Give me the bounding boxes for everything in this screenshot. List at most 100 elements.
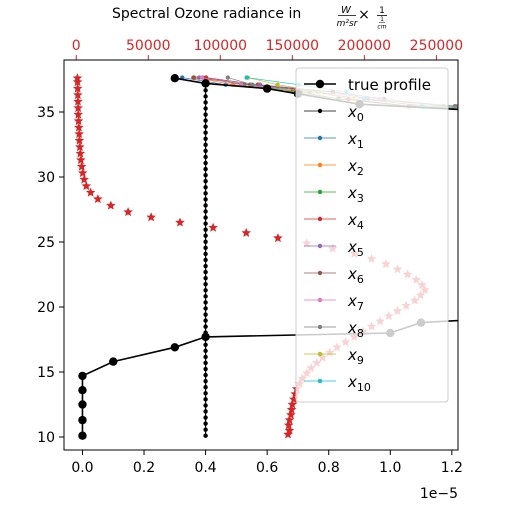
x0-point xyxy=(203,112,208,117)
top-axis: 0 50000 100000 150000 200000 250000 xyxy=(72,38,463,60)
iterate-point xyxy=(275,82,280,87)
title-unit-denominator: m²sr xyxy=(337,19,359,29)
true-profile-point xyxy=(201,79,210,88)
legend-label: x10 xyxy=(347,373,371,394)
legend-label: x7 xyxy=(347,292,364,313)
true-profile-point xyxy=(78,371,87,381)
iterate-point xyxy=(199,75,205,80)
legend: true profile x0 x1 x2 x3 x4 x5 x6 x7 x8 x9 x10 xyxy=(295,67,449,403)
x0-point xyxy=(203,179,208,184)
x0-point xyxy=(203,397,208,402)
x0-point xyxy=(203,300,208,305)
x-offset-label: 1e−5 xyxy=(420,486,458,502)
x0-point xyxy=(203,142,208,148)
x-tick-label: 1.0 xyxy=(379,460,401,476)
title-times: × xyxy=(358,7,370,23)
star-point xyxy=(74,122,84,132)
legend-label: x5 xyxy=(347,238,364,259)
x0-point xyxy=(203,360,208,366)
x0-point xyxy=(203,130,208,135)
legend-marker xyxy=(317,216,323,222)
title-frac-inner-den: cm xyxy=(377,24,386,31)
x0-point xyxy=(203,221,208,226)
x0-point xyxy=(203,203,208,208)
legend-marker xyxy=(317,189,323,195)
star-point xyxy=(85,187,96,197)
true-profile-point xyxy=(109,357,118,366)
title-prefix: Spectral Ozone radiance in xyxy=(112,6,301,22)
x0-point xyxy=(203,354,208,360)
legend-box xyxy=(295,67,449,403)
legend-marker xyxy=(317,135,323,141)
iterate-point xyxy=(191,75,196,80)
x0-point xyxy=(203,269,208,275)
top-tick-label: 250000 xyxy=(410,38,463,54)
legend-marker xyxy=(317,108,323,114)
star-point xyxy=(73,116,84,126)
true-profile-point xyxy=(170,343,180,352)
x0-point xyxy=(203,403,208,408)
x0-point xyxy=(203,106,208,111)
y-tick-label: 30 xyxy=(37,170,55,186)
x0-point xyxy=(203,433,208,438)
x0-point xyxy=(203,172,208,178)
x0-point xyxy=(203,427,208,432)
x0-point xyxy=(203,306,208,311)
star-point xyxy=(73,103,83,113)
legend-marker xyxy=(317,297,323,303)
x-tick-label: 0.6 xyxy=(256,460,278,476)
title-frac-inner-num: 1 xyxy=(380,16,384,23)
x0-point xyxy=(203,263,208,269)
iterate-point xyxy=(244,75,249,80)
y-tick-label: 35 xyxy=(37,105,55,121)
top-tick-label: 100000 xyxy=(194,38,247,54)
x0-point xyxy=(203,294,208,299)
x-tick-label: 0.0 xyxy=(71,460,93,476)
star-point xyxy=(72,83,83,93)
x0-point xyxy=(203,118,208,123)
iterate-point xyxy=(225,75,231,80)
x0-point xyxy=(203,233,208,238)
legend-label: x1 xyxy=(347,130,364,151)
x0-point xyxy=(203,391,208,396)
star-point xyxy=(146,212,156,222)
x0-point xyxy=(203,385,208,390)
star-point xyxy=(74,129,84,139)
x-tick-label: 1.2 xyxy=(441,460,463,476)
true-profile-point xyxy=(201,332,210,342)
x0-point xyxy=(203,191,208,196)
legend-label: x8 xyxy=(347,319,364,340)
true-profile-point xyxy=(78,415,87,425)
star-point xyxy=(286,409,296,419)
legend-label: x2 xyxy=(347,157,364,178)
y-tick-label: 10 xyxy=(37,430,55,446)
star-point xyxy=(286,404,297,414)
x0-point xyxy=(203,348,208,354)
x0-point xyxy=(203,215,208,220)
star-point xyxy=(73,90,83,100)
x0-point xyxy=(203,154,208,160)
legend-label: x4 xyxy=(347,211,364,232)
legend-label: x3 xyxy=(347,184,364,205)
x0-point xyxy=(203,282,208,287)
x0-point xyxy=(203,275,208,281)
x0-point xyxy=(203,94,208,99)
star-point xyxy=(106,200,116,210)
legend-marker xyxy=(315,79,325,89)
legend-label: x6 xyxy=(347,265,364,286)
x0-point xyxy=(203,318,208,323)
x0-point xyxy=(203,197,208,202)
top-tick-label: 0 xyxy=(72,38,81,54)
x-tick-label: 0.4 xyxy=(194,460,216,476)
plot-frame xyxy=(63,59,459,451)
star-point xyxy=(73,109,84,119)
legend-marker xyxy=(317,378,323,384)
x0-point xyxy=(203,166,208,172)
x0-point xyxy=(203,324,208,329)
top-tick-label: 50000 xyxy=(126,38,171,54)
x0-point xyxy=(203,124,208,129)
star-point xyxy=(123,207,133,217)
x0-point xyxy=(203,227,208,232)
star-point xyxy=(283,420,294,430)
